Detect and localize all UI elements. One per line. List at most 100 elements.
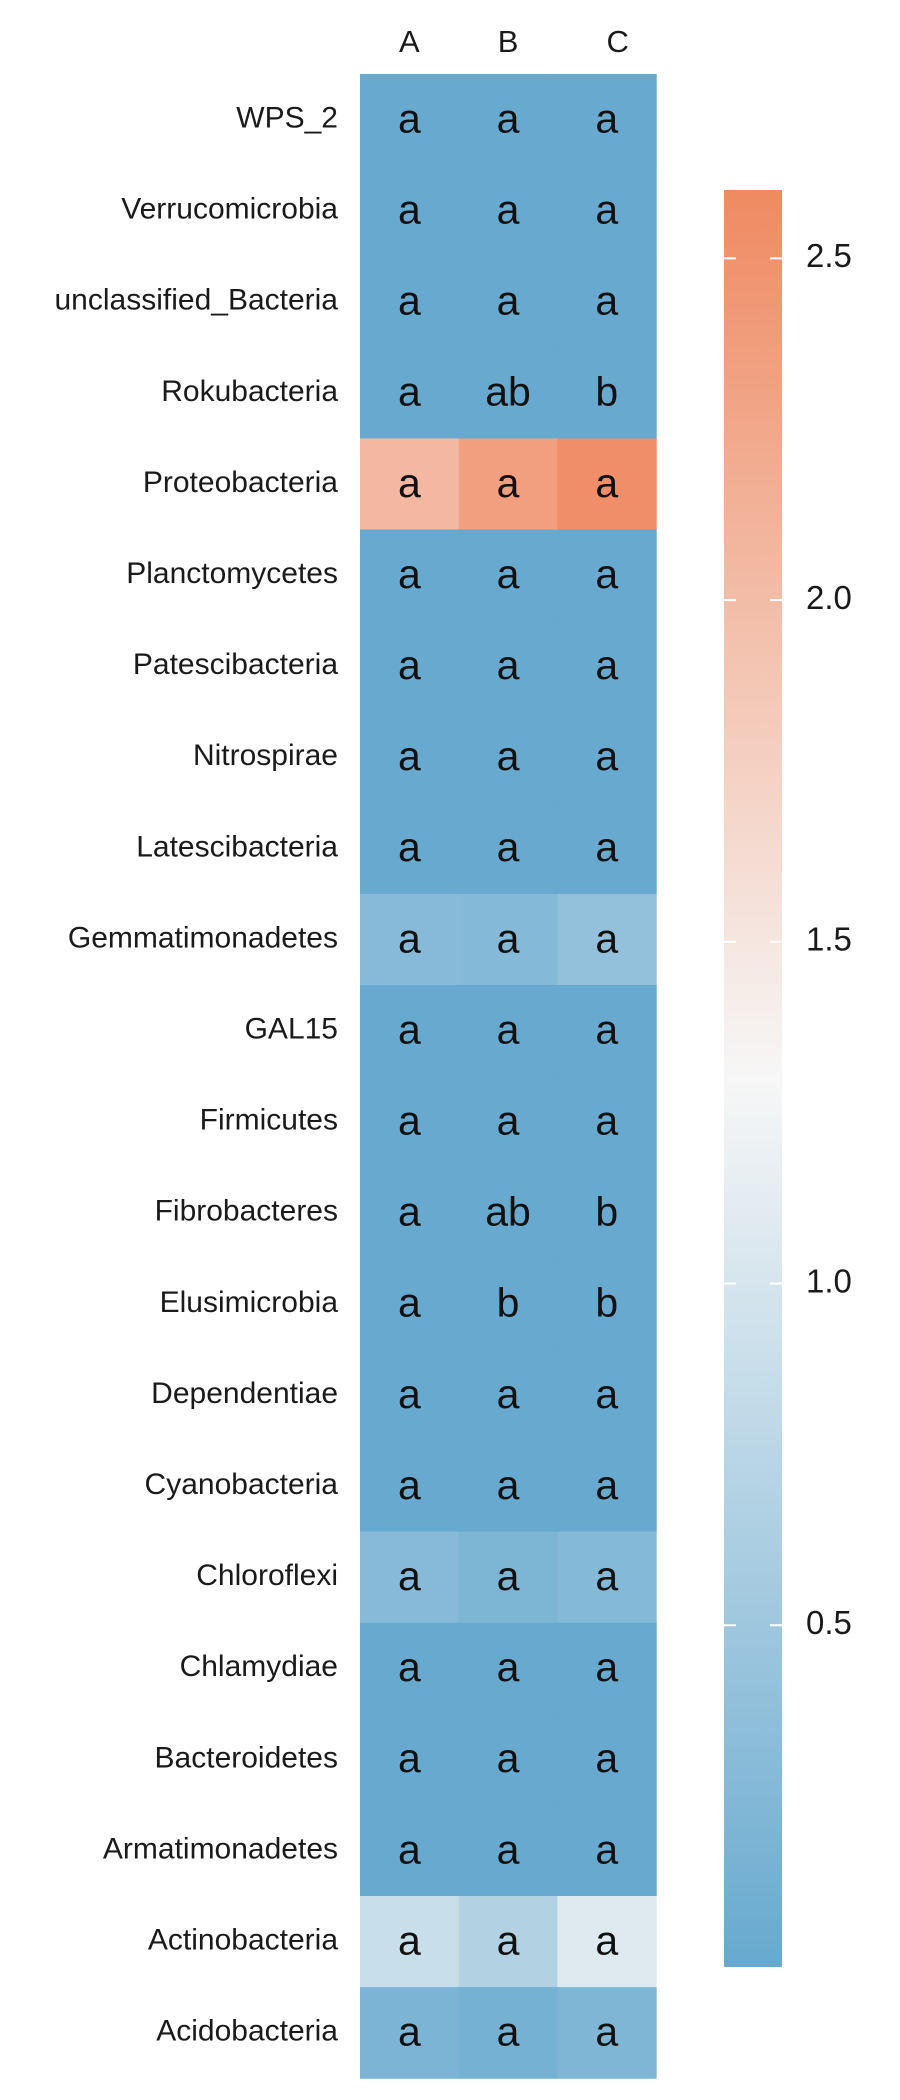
heatmap-cell <box>458 802 558 895</box>
heatmap-cell <box>458 438 558 531</box>
row-label: Actinobacteria <box>148 1923 338 1956</box>
column-label-b: B <box>498 24 519 59</box>
heatmap-cell <box>360 1349 460 1442</box>
cell-letter: b <box>595 1189 618 1235</box>
row-label: Verrucomicrobia <box>121 193 338 226</box>
row-label: Patescibacteria <box>133 648 338 681</box>
cell-letter: a <box>595 1553 618 1599</box>
row-label: Rokubacteria <box>161 375 338 408</box>
heatmap-cell <box>458 165 558 257</box>
heatmap-cell <box>458 1622 558 1715</box>
cell-letter: a <box>595 551 618 597</box>
row-label: WPS_2 <box>236 101 338 134</box>
heatmap-cell <box>360 1622 460 1715</box>
cell-letter: a <box>595 824 618 870</box>
row-label: Dependentiae <box>151 1377 338 1410</box>
column-label-a: A <box>399 24 420 59</box>
heatmap-cell <box>458 1440 558 1533</box>
row-label: Elusimicrobia <box>160 1286 339 1319</box>
row-label: unclassified_Bacteria <box>55 284 339 317</box>
heatmap-cell <box>360 1440 460 1533</box>
column-label-c: C <box>607 24 629 59</box>
cell-letter: a <box>497 1006 520 1052</box>
cell-letter: a <box>497 460 520 506</box>
heatmap-cell <box>557 1167 657 1259</box>
heatmap-cell <box>557 74 657 166</box>
colorbar-tick-label: 1.0 <box>806 1262 852 1299</box>
colorbar-tick-label: 0.5 <box>806 1604 852 1641</box>
cell-letter: a <box>497 186 520 232</box>
cell-letter: a <box>497 1917 520 1963</box>
cell-letter: a <box>398 1280 421 1326</box>
heatmap-cell <box>557 1896 657 1988</box>
heatmap-cell <box>557 1713 657 1806</box>
heatmap-cell <box>360 1987 460 2079</box>
heatmap-cell <box>557 1440 657 1533</box>
cell-letter: a <box>398 915 421 961</box>
cell-letter: a <box>595 1371 618 1417</box>
heatmap-cell <box>458 1713 558 1806</box>
cell-letter: a <box>595 733 618 779</box>
row-label: Proteobacteria <box>143 466 338 499</box>
cell-letter: a <box>398 1735 421 1781</box>
cell-letter: a <box>595 1462 618 1508</box>
cell-letter: a <box>595 278 618 324</box>
cell-letter: a <box>398 278 421 324</box>
cell-letter: a <box>497 824 520 870</box>
cell-letter: a <box>398 824 421 870</box>
cell-letter: a <box>497 1462 520 1508</box>
row-label: Bacteroidetes <box>155 1741 338 1774</box>
row-label: Armatimonadetes <box>103 1832 338 1865</box>
heatmap-cell <box>360 256 460 348</box>
colorbar-ticks: 0.5 1.0 1.5 2.0 2.5 <box>724 237 852 1641</box>
row-label: Chlamydiae <box>180 1650 338 1683</box>
heatmap-cell <box>458 1531 558 1624</box>
cell-letter: a <box>398 95 421 141</box>
cell-letter: a <box>595 186 618 232</box>
colorbar-tick-label: 2.5 <box>806 237 852 274</box>
heatmap-cell <box>360 1076 460 1168</box>
cell-letter: a <box>497 2008 520 2054</box>
cell-letter: a <box>398 642 421 688</box>
heatmap-cell <box>557 1349 657 1442</box>
cell-letter: b <box>595 369 618 415</box>
heatmap-cell <box>458 529 558 622</box>
cell-letter: a <box>595 2008 618 2054</box>
cell-letter: a <box>398 369 421 415</box>
cell-letter: a <box>595 95 618 141</box>
cell-letter: a <box>595 1644 618 1690</box>
heatmap-cell <box>458 1804 558 1897</box>
heatmap-cell <box>458 1896 558 1988</box>
cell-letter: a <box>398 186 421 232</box>
row-label: Planctomycetes <box>126 557 338 590</box>
cell-letter: a <box>398 1189 421 1235</box>
cell-letter: a <box>595 1826 618 1872</box>
heatmap-cell <box>458 1349 558 1442</box>
cell-letter: a <box>595 1735 618 1781</box>
cell-letter: a <box>497 278 520 324</box>
heatmap-cell <box>557 165 657 257</box>
cell-letter: a <box>497 1371 520 1417</box>
cell-letter: a <box>398 1917 421 1963</box>
cell-letter: a <box>398 1097 421 1143</box>
heatmap-cell <box>458 893 558 986</box>
colorbar-tick-label: 2.0 <box>806 579 852 616</box>
cell-letter: a <box>497 733 520 779</box>
cell-letter: a <box>398 1826 421 1872</box>
heatmap-cell <box>360 529 460 622</box>
heatmap-cell <box>458 711 558 804</box>
heatmap-cell <box>557 985 657 1077</box>
cell-letter: a <box>398 1006 421 1052</box>
heatmap-cell <box>360 711 460 804</box>
heatmap-cell <box>557 438 657 531</box>
cell-letter: a <box>497 1553 520 1599</box>
heatmap-cell <box>458 620 558 713</box>
column-labels: A B C <box>399 24 629 59</box>
cell-letter: a <box>497 642 520 688</box>
heatmap-cell <box>360 438 460 531</box>
cell-letter: a <box>595 915 618 961</box>
cell-letter: b <box>497 1280 520 1326</box>
row-label: Nitrospirae <box>193 739 338 772</box>
cell-letter: ab <box>485 369 531 415</box>
row-label: GAL15 <box>245 1012 338 1045</box>
